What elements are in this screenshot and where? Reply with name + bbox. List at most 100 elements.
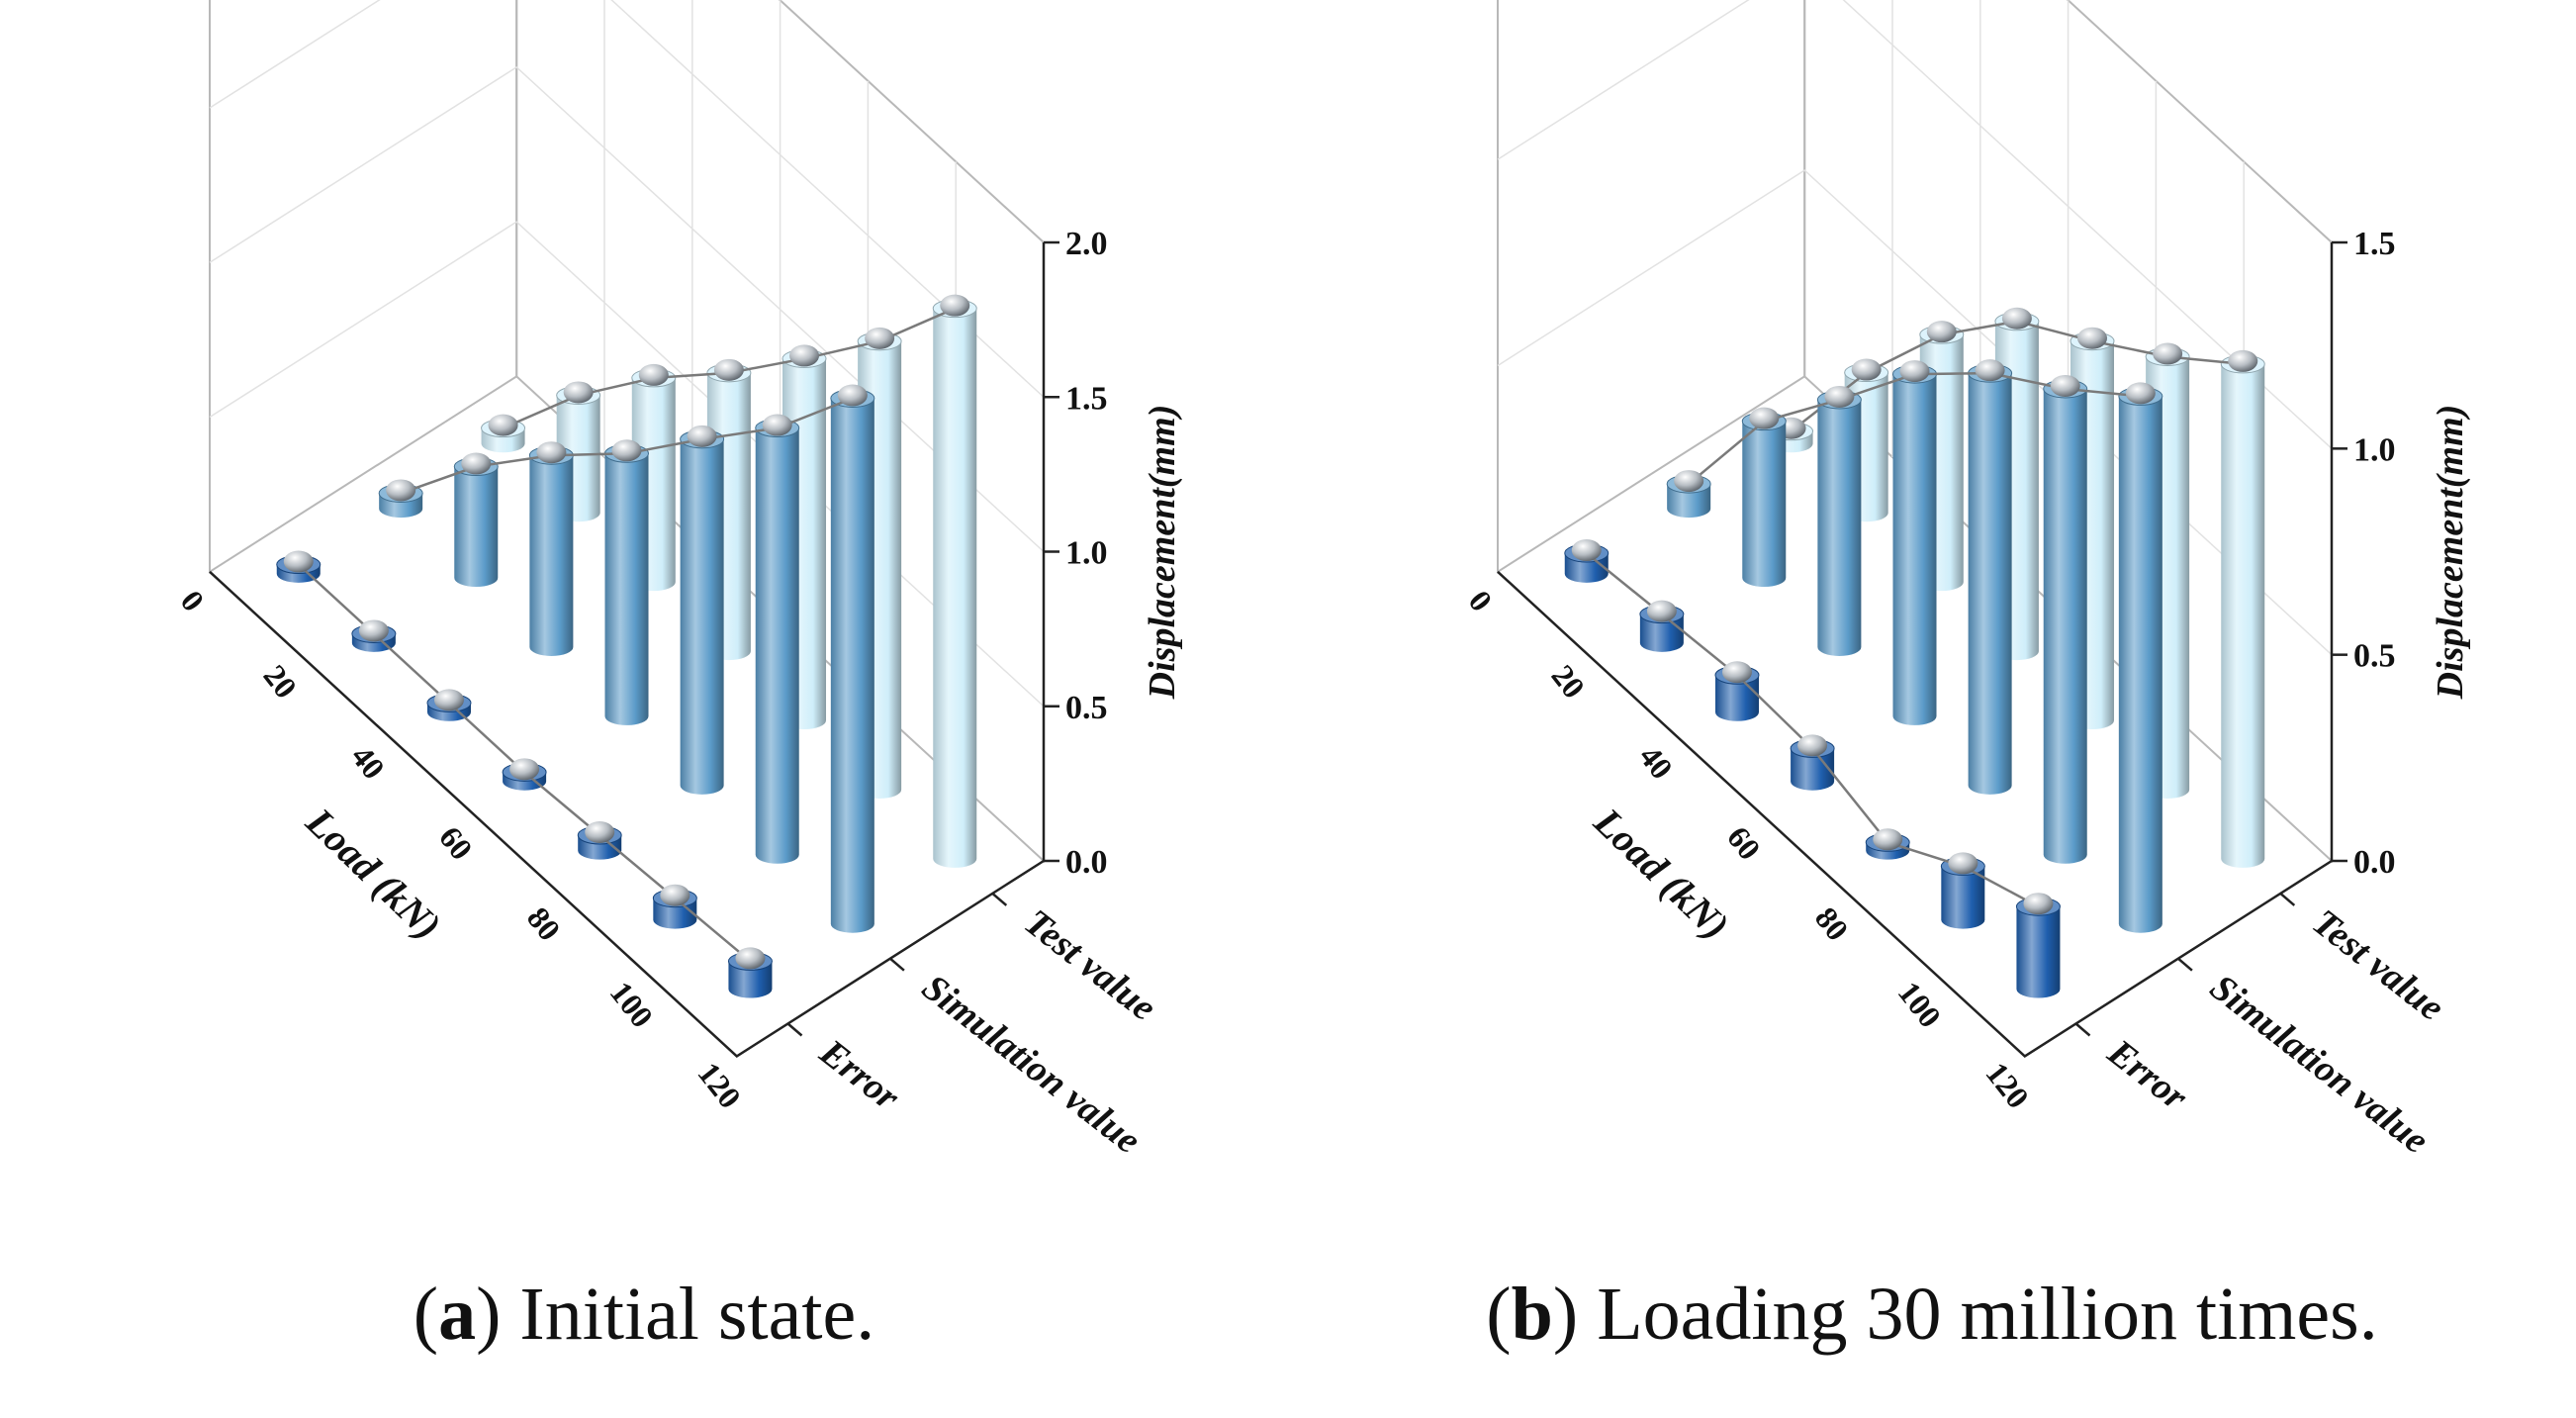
chart-b: 0.0 0.5 1.0 1.5 Displacement(mm) 0 20 40 60 80 100… xyxy=(1462,0,2471,1162)
grid-line xyxy=(209,0,1045,398)
data-point xyxy=(735,947,766,970)
data-point xyxy=(713,358,744,381)
data-point xyxy=(687,425,717,447)
bar xyxy=(604,453,649,725)
data-point xyxy=(611,439,642,462)
z-tick-label: 0.0 xyxy=(2353,844,2396,881)
bar xyxy=(680,438,724,795)
bar xyxy=(933,308,977,868)
bar xyxy=(1941,866,1985,929)
data-point xyxy=(1824,385,1855,408)
data-point xyxy=(1646,600,1677,622)
data-point xyxy=(837,384,868,407)
bar xyxy=(1968,373,2012,795)
series-error xyxy=(1564,539,2061,998)
series-simulation-value xyxy=(1666,359,2163,933)
bar xyxy=(2118,396,2162,933)
data-point xyxy=(789,344,820,367)
x-tick-label: 40 xyxy=(1632,739,1680,786)
z-axis-label: Displacement(mm) xyxy=(2430,405,2471,701)
z-axis-label: Displacement(mm) xyxy=(1142,405,1183,701)
caption-text: Initial state. xyxy=(519,1273,875,1356)
category-label: Test value xyxy=(1017,901,1164,1029)
data-point xyxy=(386,479,416,502)
caption-b: (b) Loading 30 million times. xyxy=(1486,1273,2378,1356)
data-point xyxy=(2153,342,2183,365)
category-label: Error xyxy=(2099,1031,2196,1119)
category-tick xyxy=(2074,1022,2091,1037)
caption-letter: a xyxy=(438,1273,477,1356)
data-point xyxy=(585,821,615,844)
bar xyxy=(1817,399,1862,656)
data-point xyxy=(1571,539,1602,562)
x-tick-label: 0 xyxy=(1462,584,1500,618)
bar xyxy=(755,427,799,864)
data-point xyxy=(2228,349,2258,372)
x-tick-label: 20 xyxy=(256,658,304,705)
data-point xyxy=(488,414,518,436)
bar xyxy=(529,455,574,656)
z-tick-label: 1.0 xyxy=(1065,535,1108,572)
x-tick-label: 20 xyxy=(1544,658,1592,705)
data-point xyxy=(865,327,895,349)
series-error xyxy=(276,550,773,998)
data-point xyxy=(1797,734,1828,757)
data-point xyxy=(2125,382,2156,405)
back-wall xyxy=(1497,0,1806,574)
data-point xyxy=(1674,470,1704,493)
grid-line xyxy=(1497,0,2333,449)
data-point xyxy=(1851,358,1882,381)
chart-a: 0.0 0.5 1.0 1.5 2.0 Displacement(mm) 0 20 40 60 80… xyxy=(174,0,1183,1162)
z-tick-label: 2.0 xyxy=(1065,226,1108,262)
bar xyxy=(2043,388,2087,864)
caption-a: (a) Initial state. xyxy=(413,1273,875,1356)
bar xyxy=(1742,421,1787,588)
z-tick-label: 1.0 xyxy=(2353,431,2396,468)
data-point xyxy=(1926,321,1957,343)
caption-text: Loading 30 million times. xyxy=(1597,1273,2378,1356)
bar xyxy=(1791,748,1835,791)
data-point xyxy=(1948,852,1978,875)
data-point xyxy=(509,758,540,781)
data-point xyxy=(762,414,792,436)
category-tick xyxy=(2279,892,2296,906)
x-tick-label: 80 xyxy=(520,900,568,947)
category-label: Error xyxy=(811,1031,908,1119)
z-tick-label: 1.5 xyxy=(2353,226,2396,262)
data-point xyxy=(2050,374,2080,397)
z-tick-label: 0.5 xyxy=(1065,690,1108,726)
data-point xyxy=(2001,307,2032,330)
panel-a: 0.0 0.5 1.0 1.5 2.0 Displacement(mm) 0 20 40 60 80… xyxy=(174,0,1183,1356)
floor-edge xyxy=(209,570,1045,1058)
x-tick-label: 120 xyxy=(1979,1056,2037,1115)
data-point xyxy=(283,550,314,573)
bar xyxy=(830,398,874,933)
category-tick xyxy=(991,892,1008,906)
x-tick-label: 40 xyxy=(344,739,392,786)
x-tick-label: 120 xyxy=(691,1056,749,1115)
z-tick-label: 0.0 xyxy=(1065,844,1108,881)
data-point xyxy=(660,884,690,906)
data-point xyxy=(358,619,389,642)
z-tick-label: 0.5 xyxy=(2353,638,2396,675)
floor-edge xyxy=(1497,570,2333,1058)
x-tick-label: 60 xyxy=(432,819,480,866)
data-point xyxy=(2077,327,2108,349)
data-point xyxy=(536,441,567,464)
bar xyxy=(454,466,499,588)
data-point xyxy=(638,363,669,386)
category-tick xyxy=(889,957,905,972)
z-tick-label: 1.5 xyxy=(1065,380,1108,417)
data-point xyxy=(2023,893,2054,915)
bar xyxy=(1667,484,1711,519)
x-tick-label: 60 xyxy=(1720,819,1768,866)
bar xyxy=(2221,363,2265,868)
data-point xyxy=(1899,360,1930,383)
x-axis-label: Load (kN) xyxy=(1585,799,1737,948)
axes-box: 0.0 0.5 1.0 1.5 2.0 Displacement(mm) 0 20 40 60 80… xyxy=(174,0,1183,1162)
panel-b: 0.0 0.5 1.0 1.5 Displacement(mm) 0 20 40 60 80 100… xyxy=(1288,0,2576,1418)
category-tick xyxy=(786,1022,803,1037)
series-simulation-value xyxy=(378,384,875,933)
data-point xyxy=(1749,407,1780,429)
back-wall xyxy=(209,0,518,574)
